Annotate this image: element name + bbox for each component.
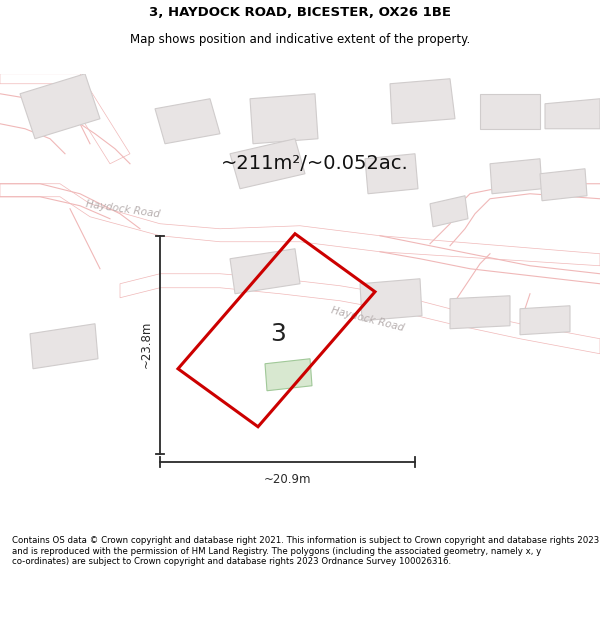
Text: Map shows position and indicative extent of the property.: Map shows position and indicative extent…: [130, 33, 470, 46]
Text: ~211m²/~0.052ac.: ~211m²/~0.052ac.: [221, 154, 409, 173]
Polygon shape: [155, 99, 220, 144]
Polygon shape: [360, 279, 422, 321]
Polygon shape: [430, 196, 468, 227]
Polygon shape: [120, 274, 600, 354]
Text: Contains OS data © Crown copyright and database right 2021. This information is : Contains OS data © Crown copyright and d…: [12, 536, 599, 566]
Text: 3, HAYDOCK ROAD, BICESTER, OX26 1BE: 3, HAYDOCK ROAD, BICESTER, OX26 1BE: [149, 6, 451, 19]
Text: Haydock Road: Haydock Road: [85, 199, 161, 220]
Text: Haydock Road: Haydock Road: [330, 305, 405, 332]
Polygon shape: [30, 324, 98, 369]
Text: ~20.9m: ~20.9m: [264, 473, 311, 486]
Polygon shape: [230, 139, 305, 189]
Polygon shape: [545, 99, 600, 129]
Polygon shape: [480, 94, 540, 129]
Polygon shape: [250, 94, 318, 144]
Polygon shape: [0, 184, 600, 266]
Polygon shape: [365, 154, 418, 194]
Polygon shape: [490, 159, 542, 194]
Polygon shape: [230, 249, 300, 294]
Polygon shape: [520, 306, 570, 335]
Polygon shape: [450, 296, 510, 329]
Text: ~23.8m: ~23.8m: [139, 321, 152, 369]
Polygon shape: [540, 169, 587, 201]
Text: 3: 3: [270, 322, 286, 346]
Polygon shape: [0, 74, 130, 164]
Polygon shape: [265, 359, 312, 391]
Polygon shape: [20, 74, 100, 139]
Polygon shape: [390, 79, 455, 124]
